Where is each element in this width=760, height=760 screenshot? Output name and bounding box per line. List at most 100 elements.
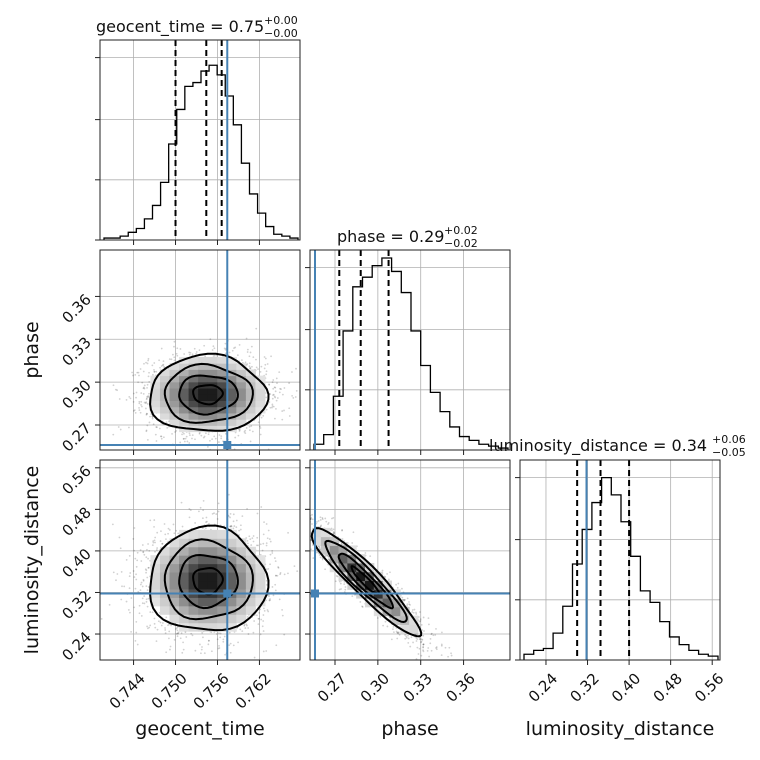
sample-point [160, 530, 162, 533]
sample-point [216, 518, 219, 520]
sample-point [193, 347, 196, 350]
density-cell [188, 381, 199, 389]
sample-point [146, 395, 149, 398]
sample-point [239, 528, 242, 531]
sample-point [276, 382, 278, 385]
density-cell [226, 388, 237, 395]
sample-point [159, 435, 162, 438]
sample-point [211, 512, 214, 515]
sample-point [160, 437, 163, 440]
sample-point [271, 397, 274, 400]
sample-point [153, 525, 155, 528]
sample-point [145, 398, 148, 401]
density-cell [159, 406, 171, 414]
ytick-label: 0.48 [58, 503, 94, 539]
sample-point [188, 432, 191, 435]
sample-point [217, 502, 220, 505]
density-cell [217, 419, 228, 426]
sample-point [162, 436, 165, 439]
sample-point [250, 544, 253, 546]
sample-point [262, 614, 265, 616]
sample-point [176, 635, 179, 638]
sample-point [144, 402, 147, 405]
sample-point [229, 525, 232, 528]
sample-point [257, 368, 259, 370]
sample-point [147, 597, 150, 600]
sample-point [220, 435, 223, 438]
sample-point [127, 609, 130, 611]
sample-point [154, 541, 156, 544]
sample-point [173, 356, 176, 359]
density-cell [169, 363, 180, 370]
sample-point [249, 538, 252, 541]
sample-point [151, 416, 154, 418]
density-cell [207, 369, 218, 377]
sample-point [260, 416, 263, 419]
sample-point [161, 542, 164, 545]
sample-point [207, 433, 210, 436]
sample-point [204, 432, 207, 435]
sample-point [211, 438, 214, 441]
sample-point [153, 371, 156, 373]
sample-point [147, 566, 150, 569]
sample-point [148, 392, 150, 395]
sample-point [179, 637, 182, 640]
sample-point [231, 349, 234, 352]
sample-point [130, 630, 132, 633]
density-cell [245, 412, 256, 420]
sample-point [235, 519, 238, 522]
density-cell [169, 388, 180, 395]
sample-point [283, 409, 285, 412]
density-cell [169, 406, 180, 414]
sample-point [253, 620, 256, 622]
sample-point [233, 347, 235, 349]
sample-point [162, 363, 165, 366]
joint-density [112, 327, 298, 450]
sample-point [241, 359, 243, 361]
ytick-label: 0.32 [58, 587, 94, 623]
density-cell [179, 412, 190, 420]
sample-point [134, 587, 137, 590]
density-cell [217, 400, 228, 408]
sample-point [164, 627, 166, 629]
sample-point [190, 632, 193, 635]
sample-point [175, 429, 178, 432]
sample-point [135, 573, 137, 576]
sample-point [152, 423, 155, 426]
sample-point [288, 407, 291, 410]
sample-point [137, 590, 140, 593]
sample-point [180, 632, 183, 635]
sample-point [116, 573, 119, 575]
sample-point [201, 517, 204, 520]
sample-point [266, 609, 269, 611]
sample-point [268, 383, 271, 386]
sample-point [200, 652, 202, 655]
sample-point [272, 405, 275, 408]
density-cell [207, 363, 218, 370]
sample-point [184, 437, 187, 440]
density-cell [159, 369, 171, 377]
sample-point [146, 424, 149, 427]
sample-point [274, 583, 277, 586]
sample-point [149, 611, 152, 613]
sample-point [259, 425, 261, 428]
sample-point [241, 515, 244, 518]
sample-point [181, 525, 184, 528]
sample-point [255, 668, 257, 670]
sample-point [188, 442, 191, 444]
sample-point [265, 544, 268, 547]
density-cell [179, 388, 190, 395]
sample-point [217, 647, 220, 650]
sample-point [191, 437, 193, 440]
sample-point [149, 415, 151, 418]
sample-point [275, 574, 277, 577]
sample-point [147, 359, 150, 362]
sample-point [155, 640, 158, 643]
sample-point [173, 345, 175, 348]
sample-point [281, 608, 283, 611]
sample-point [167, 624, 169, 627]
sample-point [165, 538, 167, 541]
sample-point [268, 538, 271, 540]
sample-point [271, 381, 274, 384]
scatter-phase-vs-geocent-time-panel: 0.270.300.330.36 [58, 249, 301, 455]
